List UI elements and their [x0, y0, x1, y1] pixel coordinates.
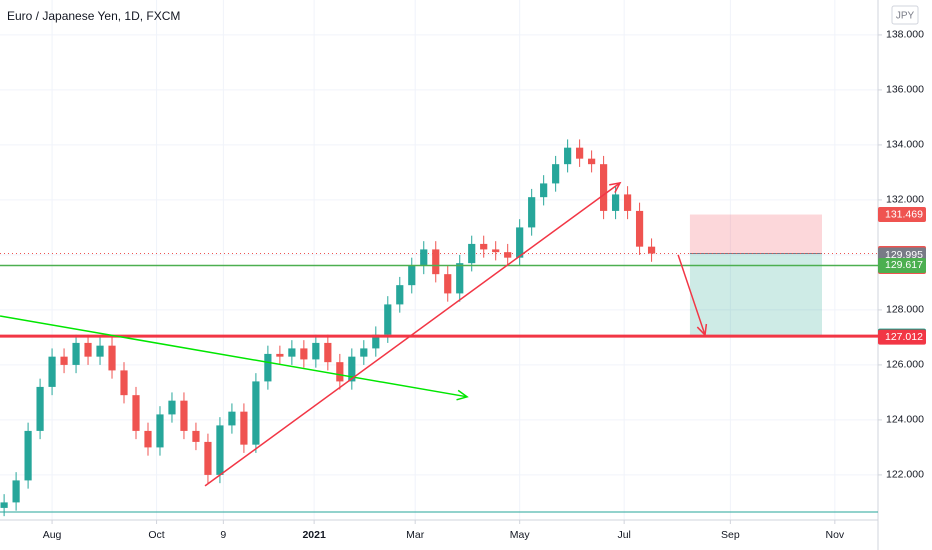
candle-body	[264, 353, 272, 382]
candle-body	[468, 243, 476, 264]
y-tick-label: 138.000	[886, 29, 924, 41]
x-tick-label: Aug	[43, 529, 62, 541]
price-label: 131.469	[885, 208, 923, 220]
y-tick-label: 134.000	[886, 139, 924, 151]
price-label: 127.012	[885, 331, 923, 343]
candle-body	[252, 381, 260, 445]
stop-zone	[689, 214, 822, 254]
arrow-head	[609, 181, 622, 193]
candle-body	[324, 342, 332, 363]
x-tick-label: Mar	[406, 529, 425, 541]
candle-body	[204, 441, 212, 475]
candle-body	[360, 348, 368, 357]
candle-body	[288, 348, 296, 357]
candle-body	[48, 356, 56, 387]
candle-body	[456, 263, 464, 294]
candle-body	[504, 252, 512, 258]
candle-body	[144, 430, 152, 448]
candle-body	[564, 147, 572, 165]
x-tick-label: Sep	[721, 529, 740, 541]
candle-body	[623, 194, 632, 211]
candle-body	[372, 334, 380, 349]
y-tick-label: 128.000	[886, 304, 924, 316]
x-tick-label: 9	[220, 529, 226, 541]
candle-body	[647, 246, 656, 254]
price-label-box	[878, 329, 926, 345]
candle-body	[120, 370, 128, 396]
candle-body	[96, 345, 104, 357]
candle-body	[588, 158, 596, 165]
trend-line	[204, 182, 621, 487]
candle-body	[240, 411, 248, 445]
candle-body	[300, 348, 308, 360]
candle-body	[576, 147, 584, 159]
candle-body	[12, 480, 20, 503]
candle-body	[396, 285, 404, 305]
candle-body	[480, 243, 488, 250]
candle-body	[168, 400, 176, 415]
candle-body	[312, 342, 320, 360]
candle-body	[108, 345, 116, 371]
candle-body	[420, 249, 428, 266]
price-label: 129.995	[885, 249, 923, 261]
price-label: 129.617	[885, 259, 923, 271]
y-tick-label: 136.000	[886, 84, 924, 96]
price-label-box	[878, 257, 926, 273]
candle-body	[336, 362, 344, 382]
y-tick-label: 124.000	[886, 414, 924, 426]
candle-body	[432, 249, 440, 275]
currency-label[interactable]: JPY	[896, 11, 915, 22]
candle-body	[216, 425, 224, 475]
price-axis	[878, 0, 932, 550]
candle-body	[528, 197, 536, 228]
trend-line	[677, 254, 706, 336]
chart-title: Euro / Japanese Yen, 1D, FXCM	[7, 9, 180, 23]
candle-body	[552, 164, 560, 184]
target-zone	[689, 253, 822, 337]
trend-line	[0, 315, 468, 398]
candle-body	[611, 194, 620, 211]
x-tick-label: May	[510, 529, 531, 541]
x-tick-label: Jul	[617, 529, 630, 541]
candle-body	[60, 356, 68, 365]
candle-body	[348, 356, 356, 382]
candle-body	[24, 430, 32, 481]
candle-body	[540, 183, 548, 198]
candle-body	[276, 353, 284, 357]
candle-body	[600, 164, 608, 211]
candle-body	[492, 249, 500, 253]
x-tick-label: Oct	[148, 529, 164, 541]
candle-body	[192, 430, 200, 442]
y-tick-label: 126.000	[886, 359, 924, 371]
candle-body	[408, 265, 416, 286]
candle-body	[444, 274, 452, 294]
candle-body	[384, 304, 392, 335]
x-tick-label: Nov	[825, 529, 844, 541]
currency-button[interactable]	[891, 5, 919, 25]
candle-body	[180, 400, 188, 431]
candle-body	[228, 411, 236, 426]
arrow-head	[456, 389, 469, 401]
y-tick-label: 122.000	[886, 469, 924, 481]
candle-body	[635, 210, 644, 247]
price-label-box	[878, 207, 926, 223]
candle-body	[36, 386, 44, 431]
y-tick-label: 132.000	[886, 194, 924, 206]
candle-body	[84, 342, 92, 357]
candle-body	[132, 395, 140, 431]
arrow-head	[696, 323, 708, 337]
x-tick-label: 2021	[302, 529, 326, 541]
candle-body	[0, 502, 8, 508]
candle-body	[156, 414, 164, 448]
candle-body	[72, 342, 80, 365]
candle-body	[516, 227, 524, 258]
